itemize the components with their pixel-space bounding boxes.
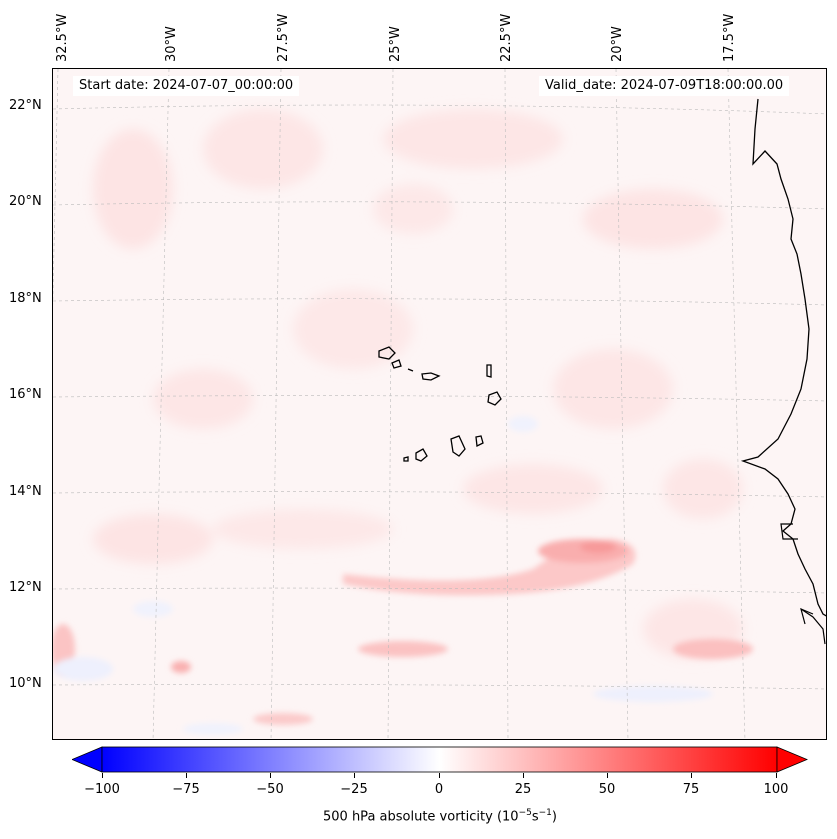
lon-label-30w: 30°W [164,26,179,62]
colorbar [72,746,808,773]
cbar-tick-label: 100 [763,782,789,797]
cbar-tick-mark [354,773,355,778]
lat-label-20n: 20°N [9,194,42,209]
valid-date-label: Valid_date: 2024-07-09T18:00:00.00 [539,76,790,96]
cbar-tick-mark [776,773,777,778]
colorbar-title: 500 hPa absolute vorticity (10−5s−1) [0,808,837,824]
cbar-tick-label: 25 [514,782,532,797]
lat-label-16n: 16°N [9,387,42,402]
vorticity-field [53,69,826,739]
lon-label-22-5w: 22.5°W [499,13,514,62]
bissagos-coast [800,608,826,645]
cape-verde-islands [378,346,502,462]
colorbar-title-text: 500 hPa absolute vorticity (10 [323,809,519,825]
colorbar-gradient [101,746,778,773]
cbar-tick-label: −25 [340,782,368,797]
cbar-tick-mark [270,773,271,778]
lon-label-20w: 20°W [610,26,625,62]
lon-label-25w: 25°W [388,26,403,62]
cbar-tick-label: 75 [682,782,700,797]
lat-label-18n: 18°N [9,291,42,306]
cbar-tick-mark [186,773,187,778]
vorticity-band [53,539,753,725]
cbar-tick-mark [102,773,103,778]
cbar-tick-mark [439,773,440,778]
africa-coastline [740,98,826,617]
cbar-tick-label: 0 [434,782,444,797]
cbar-tick-label: −100 [84,782,120,797]
cbar-tick-mark [691,773,692,778]
negative-vorticity-patches [53,416,713,735]
cbar-tick-label: −75 [172,782,200,797]
colorbar-title-end: ) [551,809,557,825]
colorbar-max-extend [776,746,808,773]
map-panel[interactable] [52,68,827,740]
lon-label-17-5w: 17.5°W [722,13,737,62]
lon-label-32-5w: 32.5°W [55,13,70,62]
cbar-tick-mark [607,773,608,778]
cbar-tick-label: −50 [256,782,284,797]
cbar-tick-label: 50 [598,782,616,797]
colorbar-title-mid: s [531,809,539,825]
colorbar-title-exp1: −5 [518,808,532,818]
start-date-label: Start date: 2024-07-07_00:00:00 [73,76,300,96]
lat-label-10n: 10°N [9,676,42,691]
lat-label-14n: 14°N [9,484,42,499]
lat-label-12n: 12°N [9,580,42,595]
colorbar-min-extend [72,746,103,773]
gambia-coast [780,523,798,540]
colorbar-title-exp2: −1 [538,808,552,818]
cbar-tick-mark [523,773,524,778]
lon-label-27-5w: 27.5°W [276,13,291,62]
lat-label-22n: 22°N [9,98,42,113]
graticule [53,69,826,739]
